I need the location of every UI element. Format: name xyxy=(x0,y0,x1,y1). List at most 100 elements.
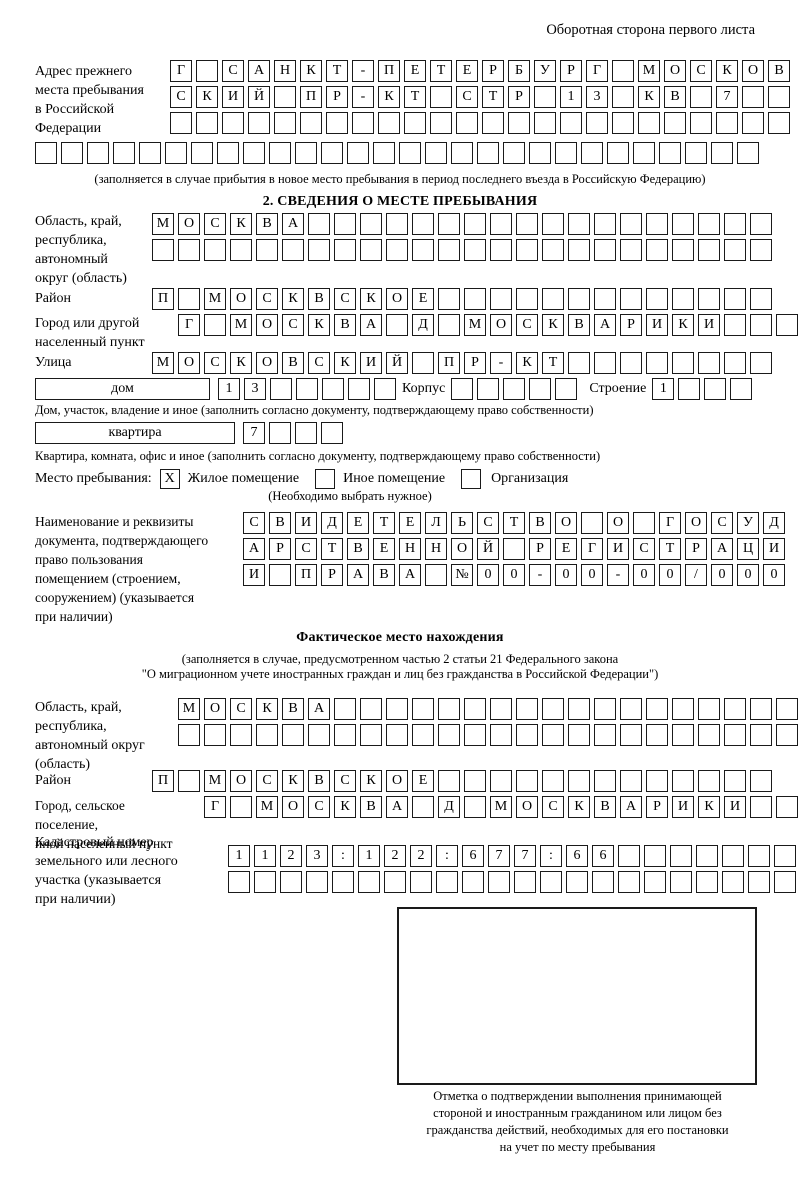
char-cell[interactable] xyxy=(412,239,434,261)
char-cell[interactable] xyxy=(412,724,434,746)
char-cell[interactable]: В xyxy=(568,314,590,336)
char-cell[interactable] xyxy=(776,724,798,746)
char-cell[interactable] xyxy=(594,770,616,792)
char-cell[interactable] xyxy=(438,288,460,310)
char-cell[interactable]: Р xyxy=(620,314,642,336)
char-cell[interactable] xyxy=(534,86,556,108)
char-cell[interactable] xyxy=(672,698,694,720)
char-cell[interactable] xyxy=(633,142,655,164)
char-cell[interactable] xyxy=(438,314,460,336)
char-cell[interactable]: 3 xyxy=(306,845,328,867)
char-cell[interactable] xyxy=(594,239,616,261)
char-cell[interactable]: 0 xyxy=(477,564,499,586)
char-cell[interactable] xyxy=(644,845,666,867)
char-cell[interactable] xyxy=(256,724,278,746)
char-cell[interactable]: А xyxy=(347,564,369,586)
char-cell[interactable]: К xyxy=(638,86,660,108)
char-cell[interactable] xyxy=(529,378,552,400)
char-cell[interactable] xyxy=(384,871,406,893)
char-cell[interactable]: Г xyxy=(581,538,603,560)
char-cell[interactable] xyxy=(274,86,296,108)
char-cell[interactable]: 1 xyxy=(218,378,240,400)
char-cell[interactable]: О xyxy=(256,314,278,336)
char-cell[interactable] xyxy=(386,314,408,336)
char-cell[interactable]: Г xyxy=(659,512,681,534)
char-cell[interactable] xyxy=(228,871,250,893)
char-cell[interactable] xyxy=(594,698,616,720)
char-cell[interactable] xyxy=(514,871,536,893)
char-cell[interactable]: К xyxy=(334,796,356,818)
char-cell[interactable] xyxy=(750,698,772,720)
char-cell[interactable]: С xyxy=(204,213,226,235)
char-cell[interactable] xyxy=(178,724,200,746)
char-cell[interactable]: Р xyxy=(685,538,707,560)
char-cell[interactable] xyxy=(360,724,382,746)
char-cell[interactable]: 2 xyxy=(410,845,432,867)
char-cell[interactable]: 3 xyxy=(586,86,608,108)
char-cell[interactable] xyxy=(724,698,746,720)
char-cell[interactable] xyxy=(698,288,720,310)
char-cell[interactable] xyxy=(542,724,564,746)
char-cell[interactable]: С xyxy=(516,314,538,336)
char-cell[interactable] xyxy=(503,378,526,400)
char-cell[interactable] xyxy=(348,378,370,400)
char-cell[interactable]: А xyxy=(386,796,408,818)
char-cell[interactable]: 1 xyxy=(254,845,276,867)
char-cell[interactable] xyxy=(672,352,694,374)
char-cell[interactable]: Д xyxy=(321,512,343,534)
char-cell[interactable] xyxy=(560,112,582,134)
char-cell[interactable] xyxy=(464,288,486,310)
checkbox-inoe[interactable] xyxy=(315,469,336,489)
char-cell[interactable] xyxy=(776,698,798,720)
char-cell[interactable] xyxy=(646,352,668,374)
char-cell[interactable]: 3 xyxy=(244,378,266,400)
char-cell[interactable]: Т xyxy=(482,86,504,108)
char-cell[interactable] xyxy=(61,142,83,164)
char-cell[interactable] xyxy=(412,213,434,235)
char-cell[interactable]: Ь xyxy=(451,512,473,534)
char-cell[interactable]: О xyxy=(386,770,408,792)
char-cell[interactable] xyxy=(178,770,200,792)
char-cell[interactable] xyxy=(438,770,460,792)
flat-cells[interactable]: 7 xyxy=(243,422,347,444)
char-cell[interactable] xyxy=(664,112,686,134)
char-cell[interactable]: В xyxy=(664,86,686,108)
char-cell[interactable]: Е xyxy=(412,770,434,792)
char-cell[interactable] xyxy=(230,239,252,261)
char-cell[interactable] xyxy=(490,770,512,792)
char-cell[interactable] xyxy=(477,142,499,164)
char-cell[interactable]: К xyxy=(196,86,218,108)
char-cell[interactable]: 7 xyxy=(514,845,536,867)
char-cell[interactable]: Е xyxy=(404,60,426,82)
char-cell[interactable] xyxy=(308,213,330,235)
char-cell[interactable] xyxy=(425,564,447,586)
char-cell[interactable] xyxy=(776,796,798,818)
char-cell[interactable]: 0 xyxy=(711,564,733,586)
char-cell[interactable]: К xyxy=(716,60,738,82)
char-cell[interactable] xyxy=(462,871,484,893)
char-cell[interactable]: С xyxy=(690,60,712,82)
char-cell[interactable]: К xyxy=(230,352,252,374)
char-cell[interactable] xyxy=(386,698,408,720)
char-cell[interactable] xyxy=(672,770,694,792)
char-cell[interactable] xyxy=(196,112,218,134)
char-cell[interactable] xyxy=(670,845,692,867)
char-cell[interactable] xyxy=(620,698,642,720)
char-cell[interactable] xyxy=(722,871,744,893)
actual-region-row-2[interactable] xyxy=(178,724,800,746)
char-cell[interactable] xyxy=(204,724,226,746)
char-cell[interactable] xyxy=(620,724,642,746)
char-cell[interactable] xyxy=(490,698,512,720)
char-cell[interactable] xyxy=(358,871,380,893)
char-cell[interactable]: О xyxy=(230,288,252,310)
char-cell[interactable]: Т xyxy=(542,352,564,374)
char-cell[interactable] xyxy=(612,60,634,82)
char-cell[interactable]: В xyxy=(308,770,330,792)
char-cell[interactable]: Р xyxy=(646,796,668,818)
char-cell[interactable]: Н xyxy=(399,538,421,560)
char-cell[interactable] xyxy=(334,213,356,235)
